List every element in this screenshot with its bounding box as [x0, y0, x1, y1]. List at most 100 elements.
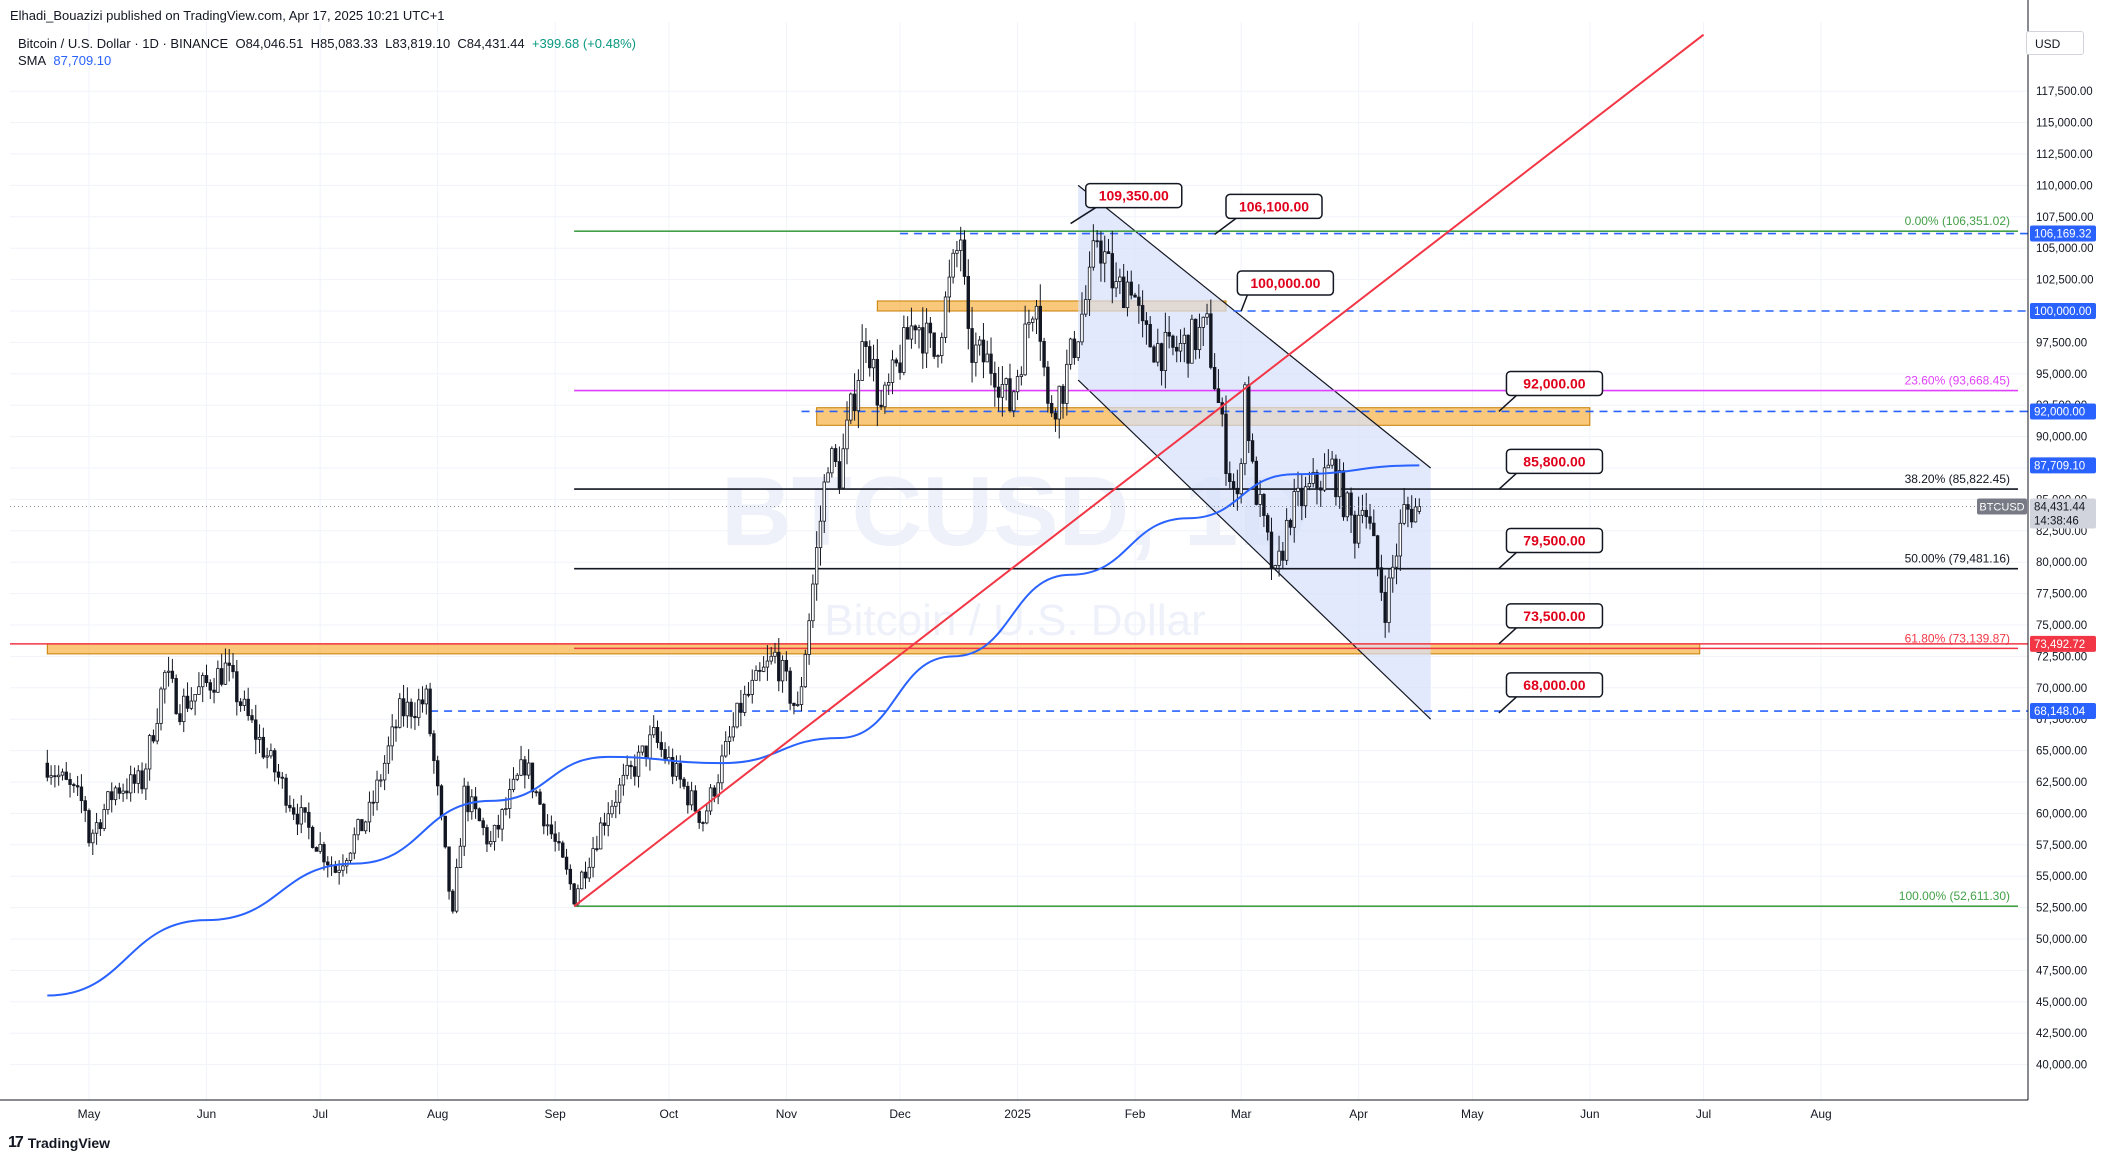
candle-up: [458, 845, 463, 868]
time-axis[interactable]: May Jun Jul Aug Sep Oct Nov Dec 2025 Feb Mar Apr May…: [0, 1099, 2028, 1121]
candle-down: [523, 759, 527, 776]
candle-down: [254, 719, 258, 740]
candle-up: [606, 813, 610, 826]
candle-down: [1186, 334, 1190, 364]
callout-box[interactable]: [1505, 527, 1604, 554]
callout-label: 79,500.00: [1523, 532, 1585, 548]
candle-up: [1027, 322, 1031, 325]
candle-up: [526, 762, 531, 776]
time-tick-label: Mar: [1231, 1107, 1252, 1121]
candle-up: [1243, 384, 1247, 465]
trendline[interactable]: [573, 33, 1705, 908]
channel-line[interactable]: [1077, 184, 1432, 469]
candle-up: [1000, 383, 1005, 398]
candle-up: [841, 448, 845, 489]
price-tick-label: 80,000.00: [2036, 557, 2087, 569]
candle-down: [913, 325, 917, 331]
callout-box[interactable]: [1236, 270, 1335, 296]
candle-up: [60, 771, 65, 776]
time-tick-label: Nov: [776, 1107, 797, 1121]
candle-up: [951, 252, 955, 278]
candle-up: [1004, 378, 1008, 385]
candle-down: [879, 404, 883, 408]
candle-down: [485, 827, 489, 845]
currency-selector[interactable]: USD: [2026, 31, 2084, 55]
channel-line[interactable]: [1077, 379, 1432, 720]
tradingview-brand[interactable]: 17 TradingView: [8, 1134, 110, 1152]
candle-up: [940, 337, 944, 356]
candle-down: [1159, 343, 1164, 372]
price-tick-label: 52,500.00: [2036, 903, 2087, 915]
callout-box[interactable]: [1505, 448, 1604, 475]
candle-up: [257, 736, 262, 740]
candle-down: [595, 848, 599, 851]
candle-up: [871, 358, 876, 369]
candle-up: [200, 675, 205, 688]
candle-up: [1356, 514, 1361, 544]
candle-up: [1163, 331, 1168, 372]
candle-up: [94, 822, 99, 834]
callouts[interactable]: 109,350.00 106,100.00 100,000.00 92,000.00 8…: [1070, 182, 1604, 714]
candle-up: [1273, 565, 1277, 569]
candle-up: [216, 668, 220, 693]
candle-up: [652, 727, 656, 736]
candle-down: [303, 807, 307, 813]
candle-down: [678, 763, 682, 780]
candle-up: [761, 666, 766, 672]
price-axis[interactable]: 117,500.00 115,000.00 112,500.00 110,000.00…: [10, 0, 2103, 1159]
candle-down: [1372, 522, 1376, 537]
candle-down: [291, 807, 296, 815]
candle-up: [163, 671, 167, 690]
price-tick-label: 90,000.00: [2036, 432, 2087, 444]
candle-up: [128, 774, 133, 794]
candle-up: [648, 734, 652, 759]
candle-down: [693, 790, 698, 812]
candle-down: [219, 668, 224, 685]
candle-down: [170, 670, 175, 679]
candle-down: [178, 713, 182, 723]
candle-down: [68, 779, 72, 785]
candle-down: [371, 801, 375, 804]
candle-down: [110, 791, 114, 801]
candle-up: [1087, 266, 1092, 300]
candle-up: [367, 801, 372, 823]
time-tick-label: Jun: [197, 1107, 216, 1121]
callout-pointer: [1070, 206, 1097, 225]
candle-up: [799, 686, 804, 705]
candle-up: [625, 764, 629, 776]
price-tag-label: 92,000.00: [2034, 406, 2085, 418]
price-tick-label: 75,000.00: [2036, 620, 2087, 632]
candle-down: [1209, 313, 1213, 368]
candle-up: [1239, 463, 1243, 495]
candle-up: [398, 698, 402, 728]
price-axis-bg: [2028, 0, 2103, 1159]
callout-box[interactable]: [1505, 672, 1604, 698]
candle-down: [777, 651, 781, 682]
candle-down: [235, 671, 239, 703]
candle-up: [580, 871, 584, 890]
callout-box[interactable]: [1505, 603, 1604, 629]
candle-down: [1121, 276, 1126, 309]
candle-up: [299, 807, 303, 825]
time-tick-label: 2025: [1004, 1107, 1031, 1121]
candle-down: [1341, 470, 1346, 518]
candle-down: [701, 822, 705, 824]
time-tick-label: Jul: [313, 1107, 328, 1121]
candle-down: [564, 856, 569, 870]
candle-down: [629, 764, 633, 768]
callout-box[interactable]: [1505, 370, 1604, 397]
candle-up: [265, 755, 269, 758]
candle-down: [1379, 567, 1384, 593]
candle-down: [295, 813, 300, 825]
callout-box[interactable]: [1225, 193, 1323, 220]
candle-up: [1178, 343, 1183, 352]
candle-up: [818, 520, 823, 549]
callout-box[interactable]: [1085, 182, 1183, 209]
candle-up: [1084, 299, 1088, 315]
descending-channel[interactable]: [1077, 184, 1432, 720]
candle-down: [87, 810, 91, 844]
candle-down: [993, 372, 997, 388]
uptrend-line[interactable]: [573, 33, 1705, 908]
price-tick-label: 112,500.00: [2036, 149, 2093, 161]
